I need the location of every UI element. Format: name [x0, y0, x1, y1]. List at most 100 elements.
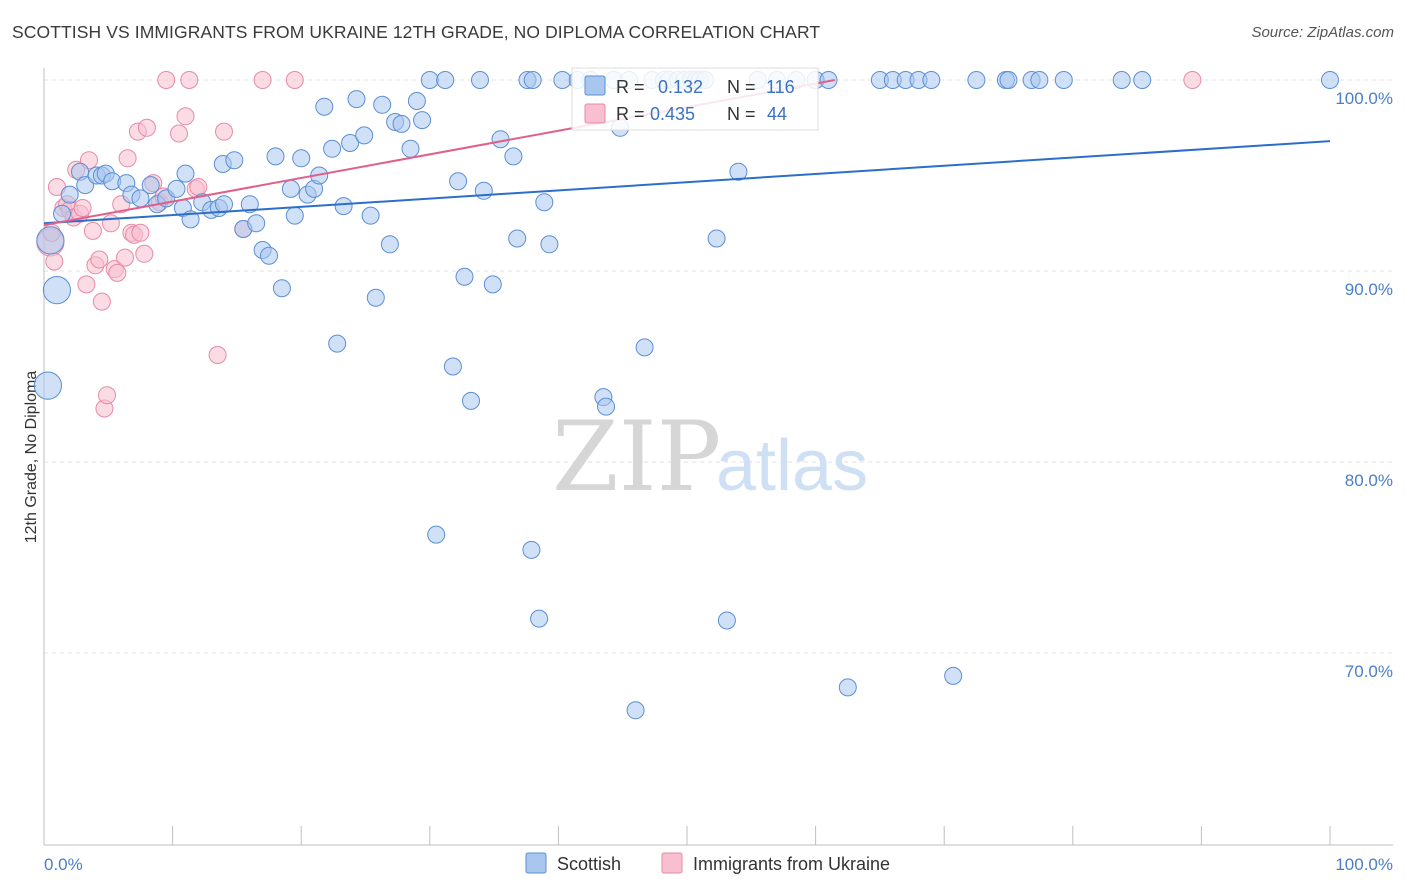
scottish-point: [176, 164, 195, 183]
scottish-point: [373, 95, 392, 114]
source-credit: Source: ZipAtlas.com: [1251, 24, 1394, 41]
scottish-point: [635, 338, 654, 357]
scottish-point: [449, 172, 468, 191]
scottish-point: [523, 71, 542, 89]
scottish-point: [215, 195, 233, 214]
scottish-trend-line: [43, 140, 1331, 225]
scottish-point: [33, 371, 63, 400]
stats-pink-swatch: [584, 103, 606, 124]
scottish-point: [141, 176, 160, 195]
scottish-point: [36, 226, 65, 255]
ukraine-point: [135, 244, 154, 263]
scottish-point: [1133, 71, 1152, 89]
scottish-point: [247, 214, 266, 233]
ukraine-point: [98, 386, 116, 405]
ukraine-point: [77, 275, 96, 294]
scottish-point: [392, 114, 411, 133]
legend-scottish-swatch: [525, 852, 547, 874]
y-tick-label-90: 90.0%: [1345, 280, 1393, 299]
scottish-point: [260, 246, 278, 265]
scottish-point: [366, 288, 385, 307]
scottish-point: [819, 71, 838, 89]
ukraine-point: [83, 221, 102, 240]
ukraine-point: [170, 124, 188, 143]
scottish-point: [597, 397, 615, 416]
y-axis-label: 12th Grade, No Diploma: [23, 371, 40, 544]
scottish-point: [401, 139, 420, 158]
chart-title: SCOTTISH VS IMMIGRANTS FROM UKRAINE 12TH…: [12, 22, 821, 42]
scottish-point: [328, 334, 347, 353]
scottish-point: [380, 235, 399, 254]
scottish-point: [355, 126, 374, 145]
ukraine-point: [131, 223, 150, 242]
scottish-point: [530, 609, 549, 628]
ukraine-point: [1183, 71, 1202, 89]
scottish-point: [535, 193, 554, 212]
x-tick-label-max: 100.0%: [1335, 855, 1393, 874]
scottish-point: [626, 701, 645, 720]
scottish-point: [944, 666, 963, 685]
ukraine-point: [108, 263, 127, 282]
ukraine-point: [90, 250, 109, 269]
scottish-point: [504, 147, 523, 166]
ukraine-point: [176, 107, 195, 126]
watermark-zip: ZIP: [552, 401, 721, 513]
x-axis-ticks: [43, 826, 1331, 845]
scottish-point: [240, 195, 259, 214]
stats-blue-r-value: 0.132: [658, 77, 703, 97]
stats-box-frame: [571, 67, 819, 131]
ukraine-point: [116, 248, 134, 267]
scottish-point: [281, 179, 300, 198]
scottish-point: [272, 279, 291, 298]
scottish-point: [315, 97, 334, 116]
scottish-point: [407, 92, 426, 110]
ukraine-point: [215, 122, 233, 141]
watermark-atlas: atlas: [716, 426, 868, 506]
stats-pink-r-value: 0.435: [650, 104, 695, 124]
scottish-point: [341, 134, 360, 152]
scottish-point: [292, 149, 311, 168]
stats-pink-n-value: 44: [767, 104, 787, 124]
scottish-point: [53, 204, 71, 223]
legend-ukraine-swatch: [661, 852, 683, 874]
scottish-point: [443, 357, 462, 376]
scottish-point: [436, 71, 455, 89]
scottish-point: [42, 276, 72, 305]
scottish-point: [553, 71, 572, 89]
scottish-point: [1054, 71, 1073, 89]
scottish-point: [347, 90, 366, 109]
scottish-point: [167, 179, 186, 198]
stats-blue-swatch: [584, 75, 606, 96]
scottish-point: [1112, 71, 1131, 89]
ukraine-point: [253, 71, 272, 89]
scottish-point: [285, 206, 304, 225]
scottish-point: [729, 162, 748, 181]
scottish-point: [266, 147, 285, 166]
ukraine-point: [73, 199, 92, 217]
scottish-point: [323, 139, 342, 158]
ukraine-point: [101, 214, 120, 233]
stats-blue-n-value: 116: [766, 77, 795, 97]
ukraine-point: [189, 178, 208, 196]
scottish-point: [474, 181, 493, 200]
scottish-point: [455, 267, 474, 286]
ukraine-point: [45, 252, 64, 271]
scottish-point: [60, 185, 79, 204]
ukraine-point: [118, 149, 137, 168]
scottish-point: [225, 151, 244, 170]
scottish-point: [420, 71, 439, 89]
x-tick-label-min: 0.0%: [44, 855, 83, 874]
ukraine-point: [137, 118, 156, 137]
scottish-point: [707, 229, 726, 248]
stats-blue-n-label: N =: [727, 77, 756, 97]
scottish-point: [999, 71, 1018, 89]
ukraine-point: [92, 292, 111, 311]
scottish-point: [462, 391, 480, 410]
y-tick-label-70: 70.0%: [1345, 662, 1393, 681]
scottish-point: [483, 275, 502, 294]
ukraine-point: [180, 71, 199, 89]
scottish-point: [334, 197, 353, 216]
y-tick-labels: 100.0% 90.0% 80.0% 70.0%: [1335, 89, 1393, 681]
scottish-point: [361, 206, 380, 225]
